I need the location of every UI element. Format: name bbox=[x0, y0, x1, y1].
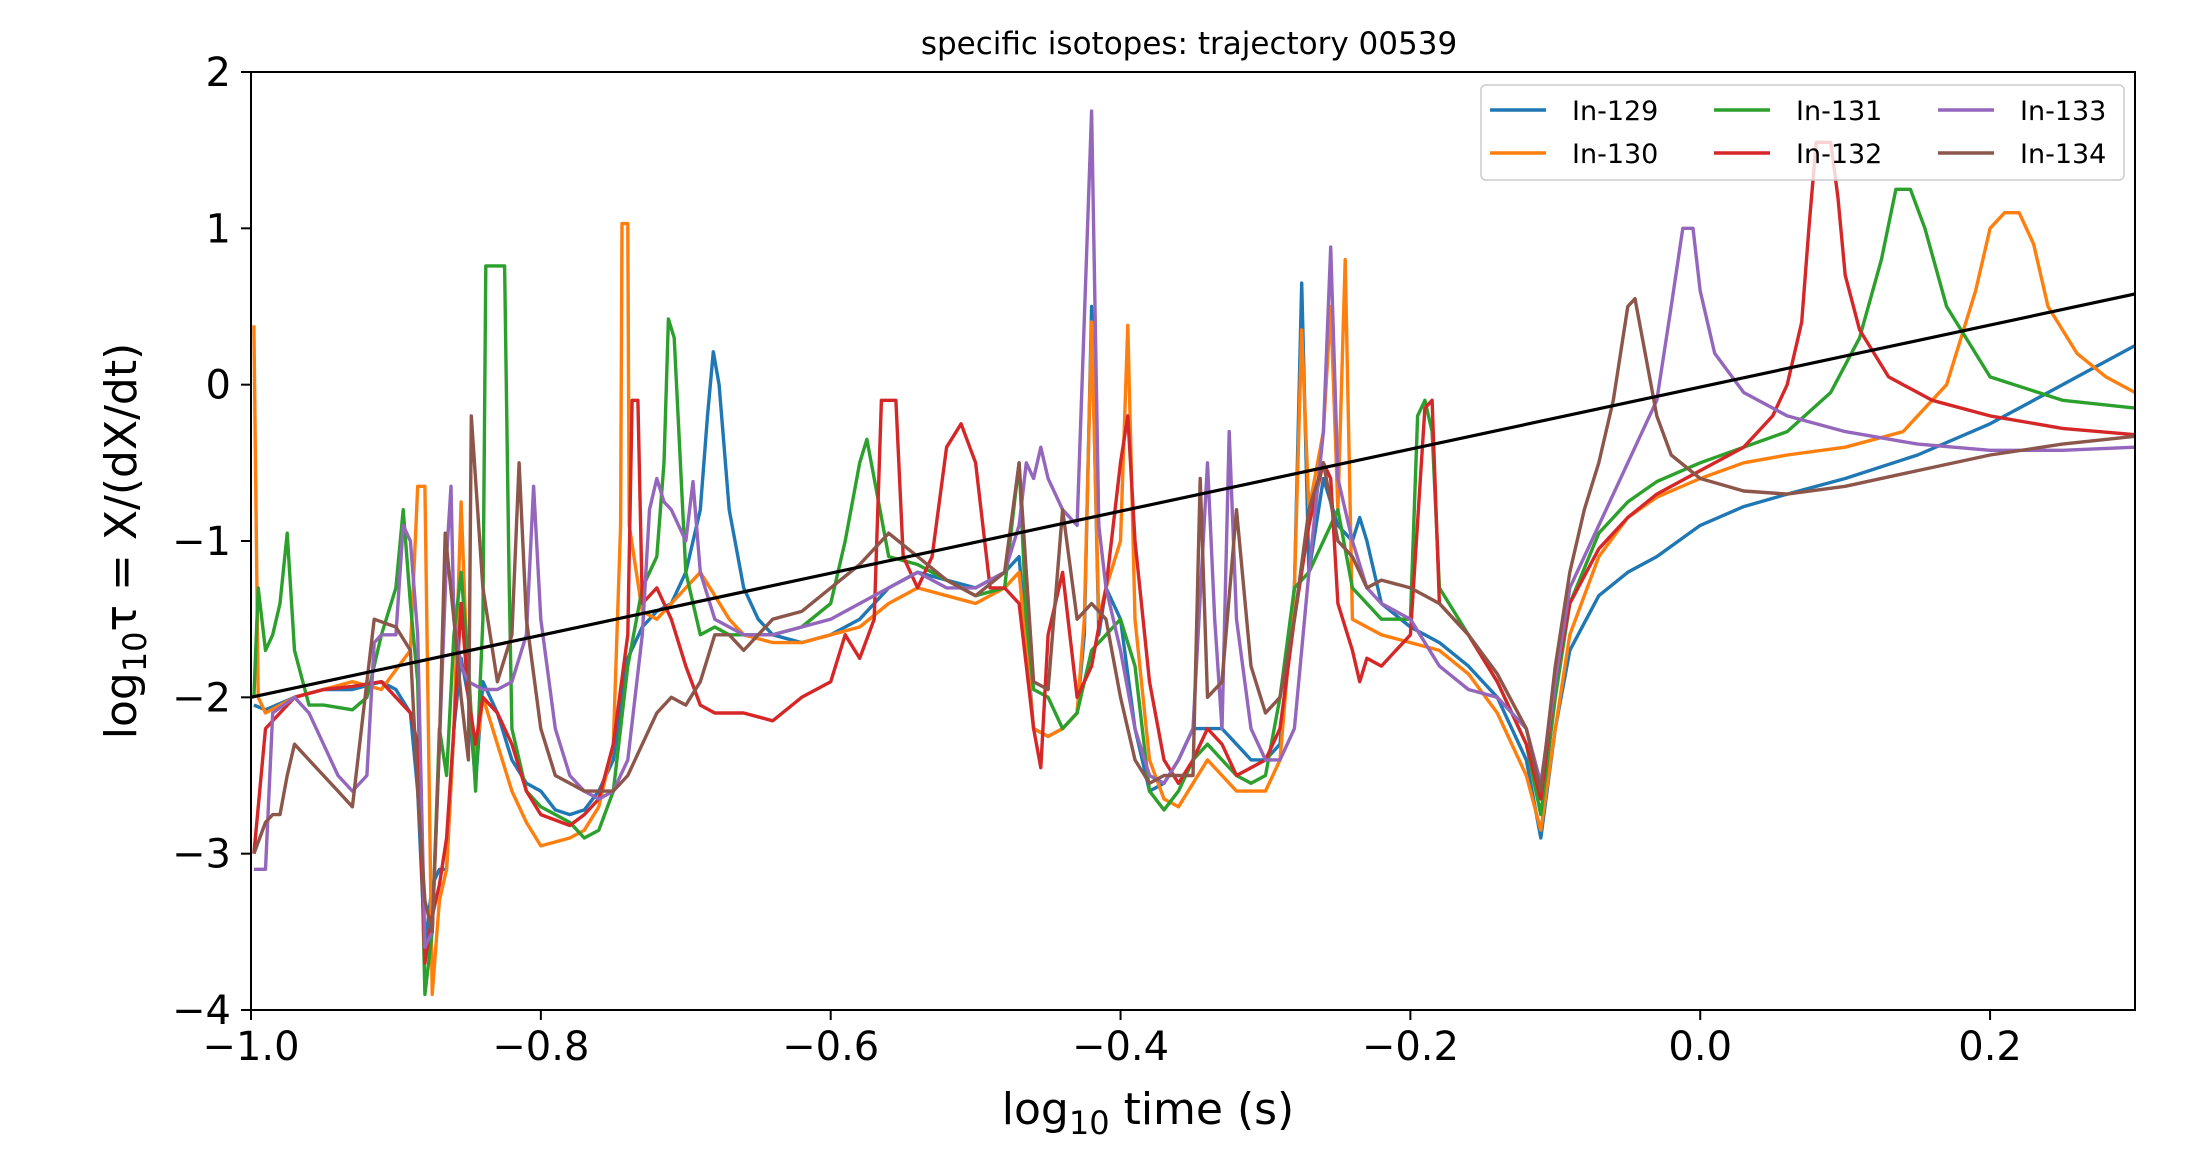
legend-label-in-134: In-134 bbox=[2020, 139, 2106, 170]
y-tick-label: −2 bbox=[172, 675, 231, 721]
legend-label-in-133: In-133 bbox=[2020, 96, 2106, 127]
x-axis-label: log10 time (s) bbox=[1002, 1084, 1294, 1142]
x-axis-label-rest: time (s) bbox=[1110, 1084, 1295, 1135]
y-axis: −4 −3 −2 −1 0 1 2 bbox=[172, 50, 251, 1034]
x-axis-label-sub: 10 bbox=[1069, 1104, 1110, 1142]
x-tick-label: −0.8 bbox=[492, 1024, 589, 1070]
x-axis: −1.0 −0.8 −0.6 −0.4 −0.2 0.0 0.2 bbox=[202, 1010, 2022, 1070]
x-tick-label: 0.0 bbox=[1668, 1024, 1732, 1070]
legend: In-129 In-130 In-131 In-132 In-133 In-134 bbox=[1480, 84, 2125, 181]
x-axis-label-main: log bbox=[1002, 1084, 1069, 1135]
series-line-reference bbox=[251, 292, 2135, 699]
series-line-in-130 bbox=[252, 211, 2135, 997]
x-tick-label: −0.6 bbox=[782, 1024, 879, 1070]
y-axis-label-main: log bbox=[96, 672, 147, 739]
legend-label-in-132: In-132 bbox=[1796, 139, 1882, 170]
x-tick-label: −0.4 bbox=[1072, 1024, 1169, 1070]
series-line-in-133 bbox=[253, 109, 2135, 950]
y-axis-label: log10τ = X/(dX/dt) bbox=[96, 343, 154, 740]
series-line-in-131 bbox=[252, 187, 2135, 997]
y-tick-label: −1 bbox=[172, 519, 231, 565]
series-line-in-134 bbox=[252, 297, 2135, 934]
legend-label-in-129: In-129 bbox=[1572, 96, 1658, 127]
legend-label-in-131: In-131 bbox=[1796, 96, 1882, 127]
plot-frame bbox=[250, 71, 2136, 1011]
series-line-in-129 bbox=[253, 281, 2135, 950]
y-axis-label-rest: τ = X/(dX/dt) bbox=[96, 343, 147, 632]
y-tick-label: 0 bbox=[206, 363, 231, 409]
x-tick-label: −0.2 bbox=[1362, 1024, 1459, 1070]
y-tick-label: 1 bbox=[206, 206, 231, 252]
y-tick-label: −4 bbox=[172, 988, 231, 1034]
y-tick-label: 2 bbox=[206, 50, 231, 96]
y-tick-label: −3 bbox=[172, 832, 231, 878]
chart-title: specific isotopes: trajectory 00539 bbox=[921, 26, 1457, 62]
series-layer bbox=[251, 109, 2135, 997]
y-axis-label-sub: 10 bbox=[116, 631, 154, 672]
x-tick-label: −1.0 bbox=[202, 1024, 299, 1070]
x-tick-label: 0.2 bbox=[1958, 1024, 2022, 1070]
series-line-in-132 bbox=[252, 140, 2135, 965]
legend-label-in-130: In-130 bbox=[1572, 139, 1658, 170]
